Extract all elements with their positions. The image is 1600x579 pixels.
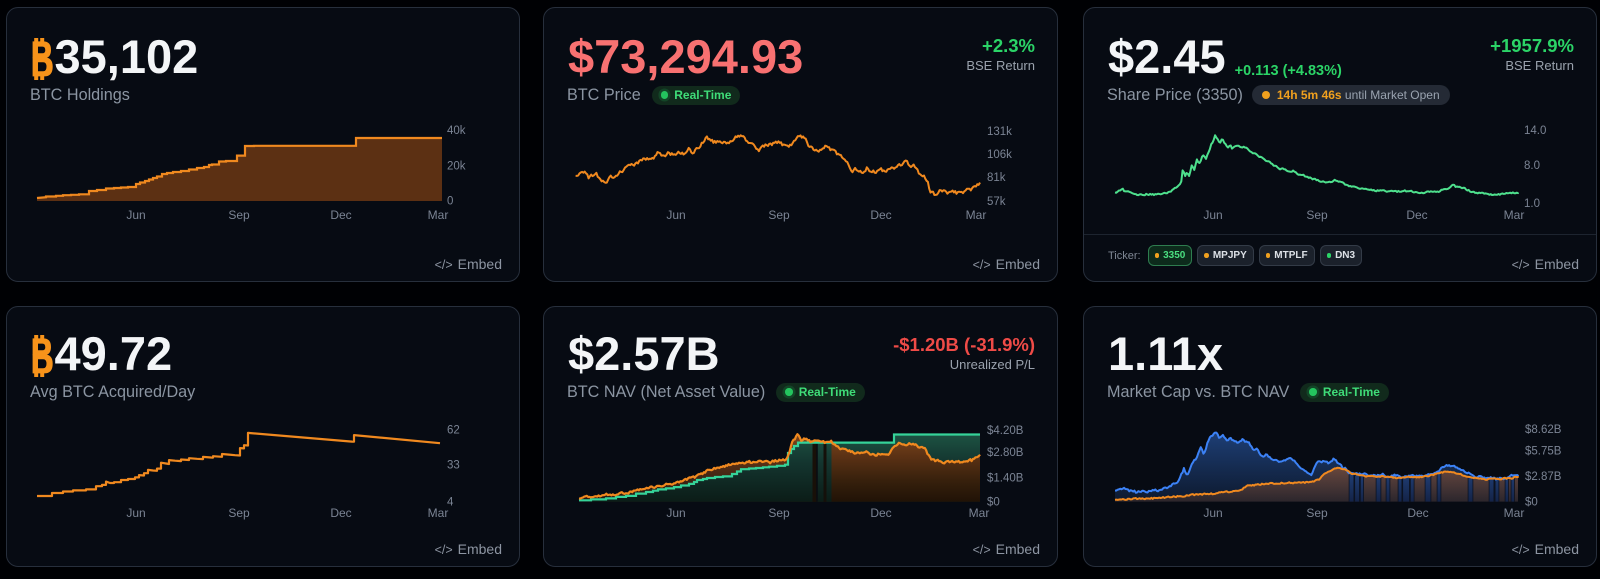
svg-text:8.0: 8.0: [1524, 160, 1540, 172]
svg-text:Mar: Mar: [1504, 506, 1525, 520]
svg-text:$2.87B: $2.87B: [1525, 471, 1562, 483]
svg-text:62: 62: [447, 425, 460, 437]
svg-text:14.0: 14.0: [1524, 125, 1546, 137]
svg-text:$0: $0: [987, 497, 1000, 509]
svg-text:Mar: Mar: [1504, 208, 1525, 222]
svg-text:$8.62B: $8.62B: [1525, 424, 1562, 436]
svg-text:Sep: Sep: [228, 506, 250, 520]
svg-text:Jun: Jun: [1203, 208, 1222, 222]
svg-text:Jun: Jun: [666, 208, 685, 222]
svg-text:Jun: Jun: [1203, 506, 1222, 520]
svg-text:Sep: Sep: [1306, 506, 1328, 520]
svg-text:106k: 106k: [987, 149, 1012, 161]
svg-text:0: 0: [447, 196, 453, 208]
svg-text:Sep: Sep: [768, 506, 790, 520]
svg-text:$1.40B: $1.40B: [987, 472, 1024, 484]
svg-text:1.0: 1.0: [1524, 198, 1540, 210]
svg-text:Mar: Mar: [428, 506, 449, 520]
svg-text:Jun: Jun: [126, 506, 145, 520]
svg-text:4: 4: [447, 497, 454, 509]
svg-text:Mar: Mar: [428, 208, 449, 222]
svg-text:Dec: Dec: [870, 208, 891, 222]
svg-text:$5.75B: $5.75B: [1525, 445, 1562, 457]
svg-text:$2.80B: $2.80B: [987, 447, 1024, 459]
svg-text:Sep: Sep: [768, 208, 790, 222]
svg-text:81k: 81k: [987, 172, 1006, 184]
svg-text:Jun: Jun: [666, 506, 685, 520]
svg-text:Sep: Sep: [228, 208, 250, 222]
svg-text:Dec: Dec: [330, 208, 351, 222]
svg-text:131k: 131k: [987, 126, 1012, 138]
svg-text:Sep: Sep: [1306, 208, 1328, 222]
svg-text:20k: 20k: [447, 161, 466, 173]
svg-text:40k: 40k: [447, 125, 466, 137]
svg-text:33: 33: [447, 460, 460, 472]
svg-text:Jun: Jun: [126, 208, 145, 222]
svg-text:Mar: Mar: [969, 506, 990, 520]
svg-text:Dec: Dec: [870, 506, 891, 520]
svg-text:57k: 57k: [987, 196, 1006, 208]
svg-text:Dec: Dec: [1406, 208, 1427, 222]
svg-text:Mar: Mar: [966, 208, 987, 222]
svg-text:Dec: Dec: [1407, 506, 1428, 520]
svg-text:$4.20B: $4.20B: [987, 425, 1024, 437]
svg-text:Dec: Dec: [330, 506, 351, 520]
svg-text:$0: $0: [1525, 497, 1538, 509]
